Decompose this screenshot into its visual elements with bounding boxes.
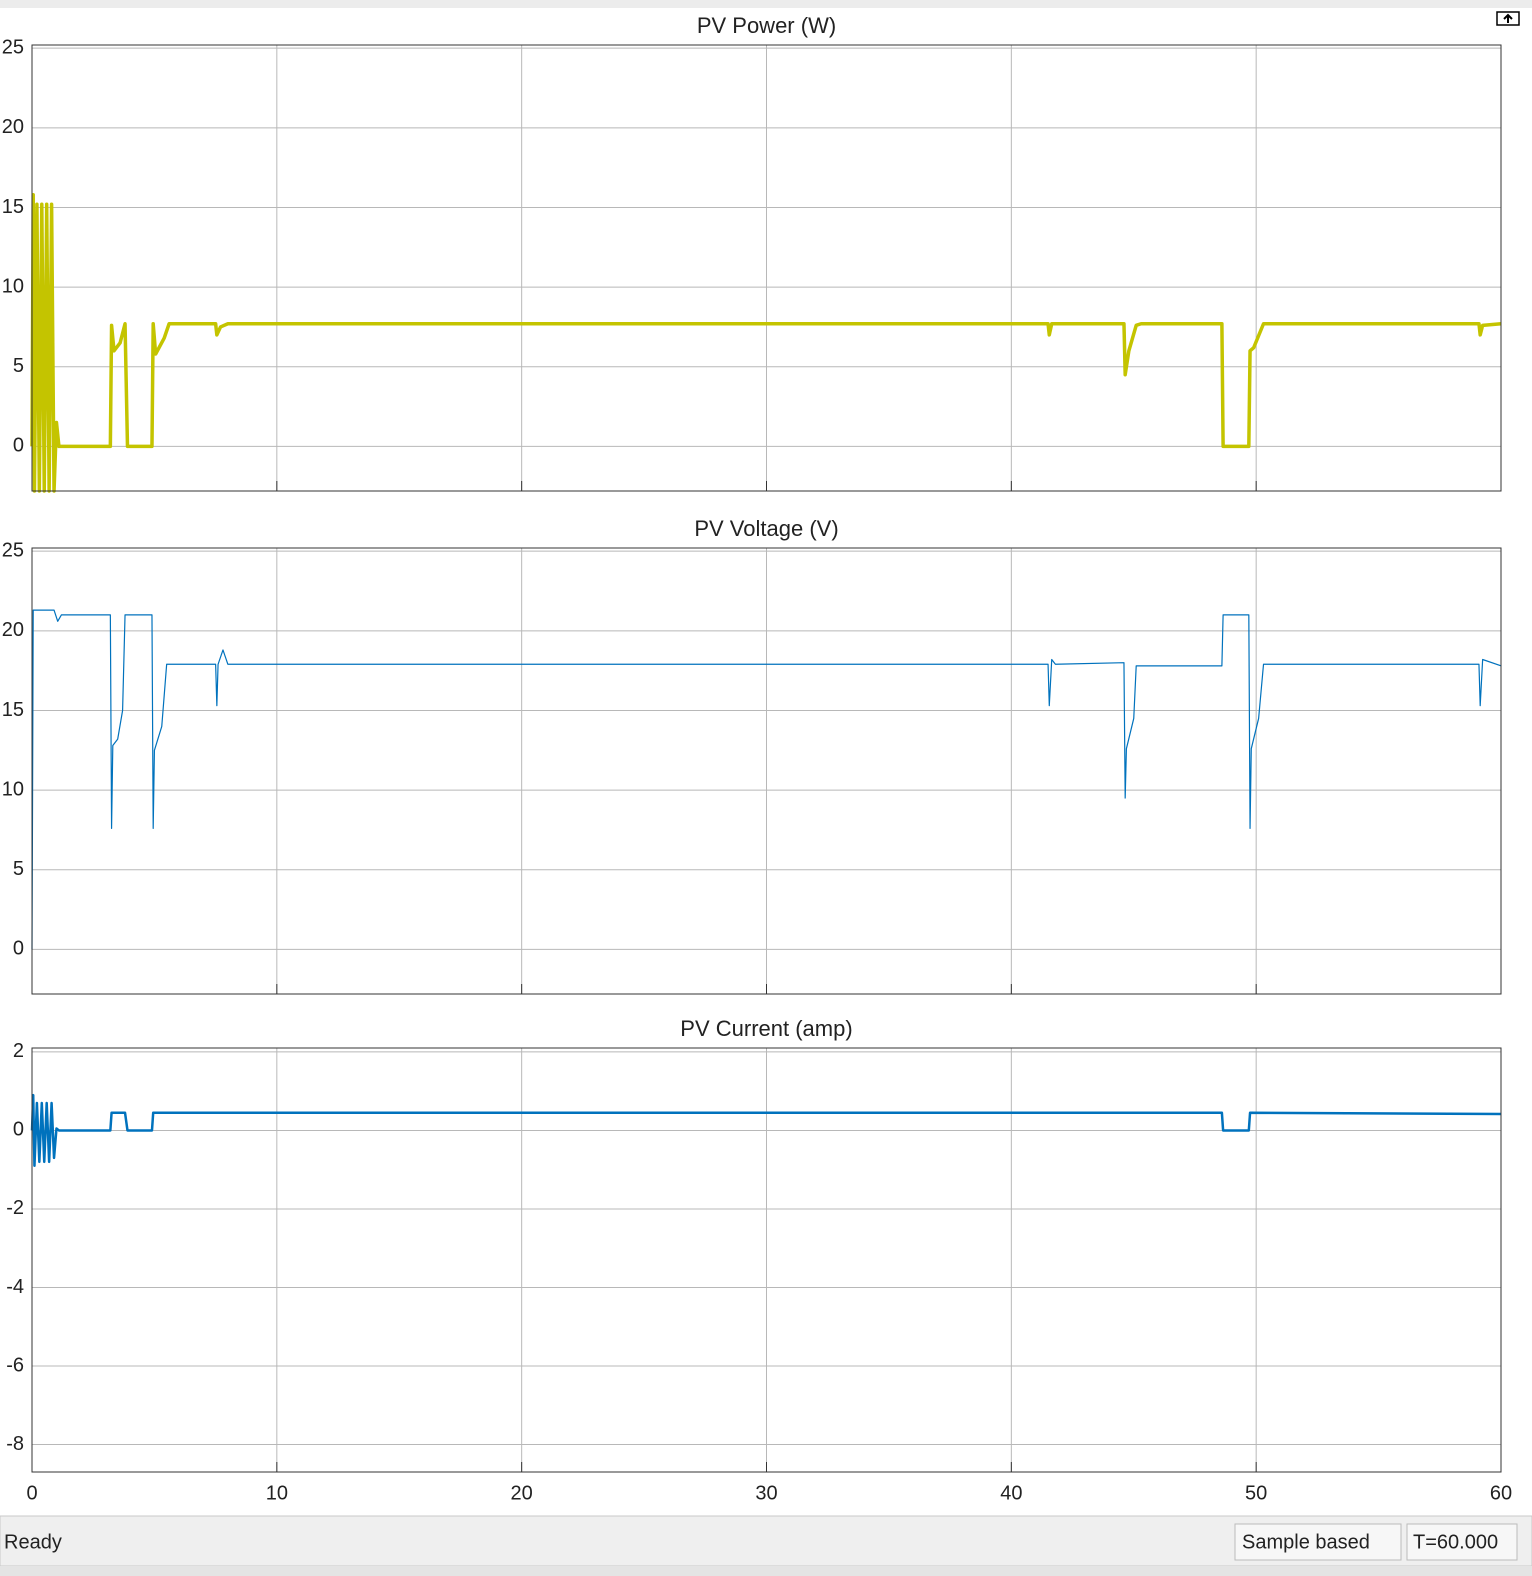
y-tick-label: 20 (2, 619, 24, 641)
x-tick-label: 60 (1490, 1482, 1512, 1504)
y-tick-label: 25 (2, 36, 24, 58)
chart-title: PV Voltage (V) (694, 516, 838, 541)
series-line (30, 1093, 1502, 1168)
mode-box (1234, 1523, 1402, 1561)
chart-title: PV Current (amp) (680, 1016, 852, 1041)
time-box (1406, 1523, 1518, 1561)
window-top (0, 0, 1532, 8)
x-tick-label: 20 (511, 1482, 533, 1504)
chart-title: PV Power (W) (697, 13, 836, 38)
y-tick-label: -6 (6, 1354, 24, 1376)
time-text: T=60.000 (1413, 1531, 1498, 1553)
button-icon (1503, 13, 1513, 23)
y-tick-label: 10 (2, 778, 24, 800)
x-tick-label: 10 (266, 1482, 288, 1504)
y-tick-label: 0 (13, 435, 24, 457)
x-tick-label: 30 (755, 1482, 777, 1504)
x-tick-label: 40 (1000, 1482, 1022, 1504)
y-tick-label: 20 (2, 116, 24, 138)
x-tick-label: 0 (26, 1482, 37, 1504)
y-tick-label: 0 (13, 938, 24, 960)
y-tick-label: 0 (13, 1119, 24, 1141)
y-tick-label: -8 (6, 1433, 24, 1455)
undock-button[interactable] (1496, 11, 1520, 26)
y-tick-label: 25 (2, 539, 24, 561)
y-tick-label: 15 (2, 196, 24, 218)
y-tick-label: 15 (2, 699, 24, 721)
mode-text: Sample based (1242, 1531, 1370, 1553)
y-tick-label: 5 (13, 355, 24, 377)
window-bottom (0, 1566, 1532, 1576)
y-tick-label: 5 (13, 858, 24, 880)
plot-frame (31, 1047, 1502, 1473)
y-tick-label: -2 (6, 1197, 24, 1219)
status-text: Ready (4, 1531, 62, 1553)
y-tick-label: 10 (2, 275, 24, 297)
plot-frame (31, 44, 1502, 492)
series-line (31, 609, 1502, 950)
y-tick-label: -4 (6, 1276, 24, 1298)
plot-frame (31, 547, 1502, 995)
y-tick-label: 2 (13, 1040, 24, 1062)
series-line (30, 192, 1502, 493)
x-tick-label: 50 (1245, 1482, 1267, 1504)
